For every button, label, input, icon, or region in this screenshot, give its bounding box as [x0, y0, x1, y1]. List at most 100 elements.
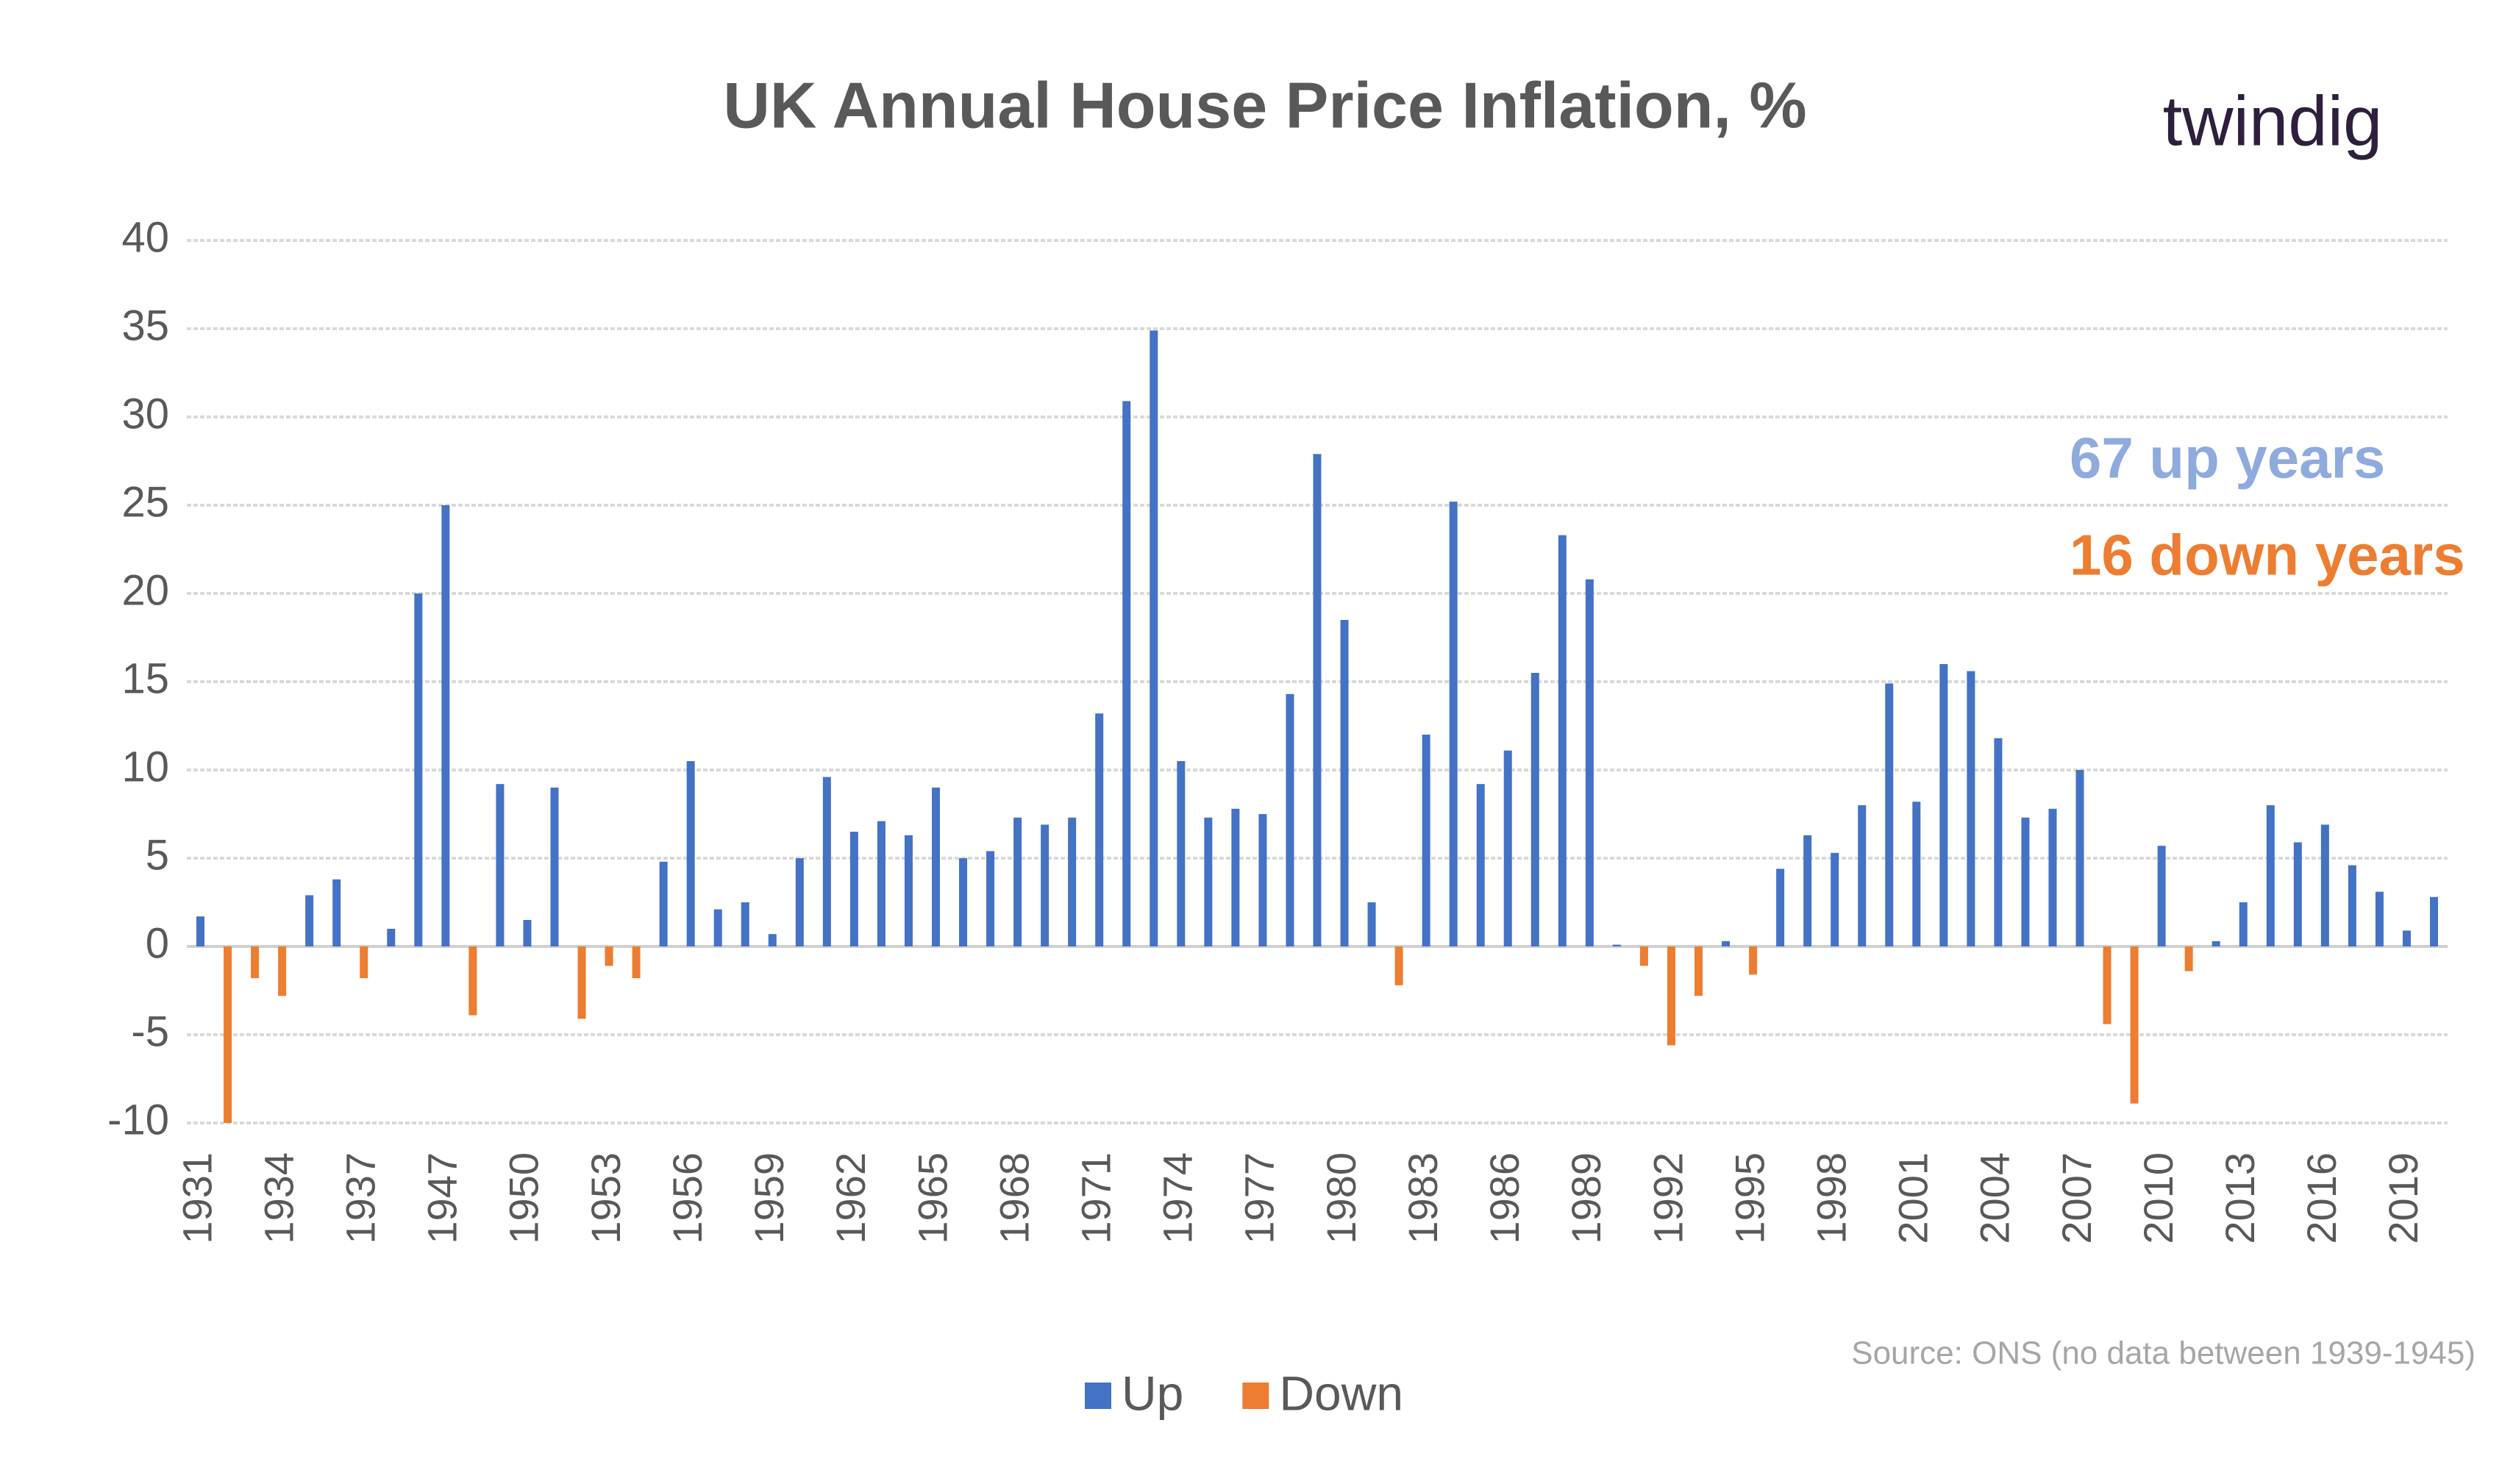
- bar: [849, 832, 858, 946]
- bar: [1912, 802, 1921, 946]
- x-tick-label: 1974: [1155, 1152, 1201, 1244]
- bar: [1939, 664, 1948, 946]
- bar: [523, 920, 532, 946]
- x-tick-label: 1965: [909, 1152, 955, 1244]
- bar: [2402, 930, 2411, 946]
- bar: [1068, 817, 1077, 946]
- bar: [1258, 814, 1267, 946]
- bar: [278, 946, 287, 996]
- x-tick-label: 1971: [1073, 1152, 1119, 1244]
- bar: [2320, 824, 2329, 946]
- bar: [1722, 941, 1731, 946]
- bar: [2348, 865, 2356, 946]
- x-tick-label: 2019: [2380, 1152, 2426, 1244]
- legend-label: Down: [1279, 1366, 1403, 1420]
- bar: [305, 895, 314, 946]
- bar: [1122, 401, 1131, 946]
- bar: [2239, 902, 2248, 946]
- chart-title: UK Annual House Price Inflation, %: [723, 68, 1806, 141]
- bar: [387, 929, 396, 946]
- x-tick-label: 1995: [1726, 1152, 1772, 1244]
- bar: [251, 946, 260, 979]
- bar: [1585, 579, 1594, 946]
- bar: [605, 946, 613, 966]
- bar: [2021, 817, 2030, 946]
- bar: [468, 946, 477, 1016]
- y-tick-label: 0: [146, 919, 169, 967]
- y-tick-label: 35: [121, 302, 169, 349]
- bar: [550, 788, 559, 946]
- x-tick-label: 1977: [1236, 1152, 1283, 1244]
- bar: [2130, 946, 2139, 1104]
- x-tick-label: 1934: [255, 1152, 302, 1244]
- legend-swatch: [1085, 1383, 1111, 1409]
- x-tick-label: 1950: [501, 1152, 547, 1244]
- bar: [632, 946, 641, 979]
- bar: [414, 593, 423, 946]
- bar: [2157, 846, 2166, 946]
- x-tick-label: 1959: [746, 1152, 792, 1244]
- bar: [1013, 817, 1022, 946]
- bar: [795, 858, 804, 946]
- x-tick-label: 1998: [1808, 1152, 1854, 1244]
- bar: [332, 879, 341, 946]
- bar: [713, 909, 722, 946]
- x-tick-label: 2004: [1972, 1152, 2018, 1244]
- bar: [986, 851, 995, 946]
- bar: [1831, 852, 1839, 946]
- y-tick-label: 40: [121, 213, 169, 261]
- bar: [741, 902, 749, 946]
- bar: [1558, 535, 1567, 946]
- bar: [2075, 770, 2084, 946]
- bar: [2429, 896, 2438, 946]
- bar: [2293, 842, 2302, 946]
- bar: [2375, 891, 2384, 946]
- bar: [196, 916, 205, 946]
- bar: [1885, 683, 1894, 946]
- bar: [931, 788, 940, 946]
- bar: [577, 946, 586, 1019]
- bar: [1503, 750, 1512, 946]
- x-tick-label: 1968: [991, 1152, 1037, 1244]
- bar: [2212, 941, 2220, 946]
- x-tick-label: 1983: [1400, 1152, 1446, 1244]
- x-tick-label: 1980: [1318, 1152, 1364, 1244]
- bar: [1367, 902, 1376, 946]
- bar: [441, 505, 450, 946]
- bar: [1858, 805, 1867, 946]
- y-tick-label: 20: [121, 566, 169, 614]
- bar: [496, 784, 505, 946]
- x-tick-label: 2016: [2298, 1152, 2345, 1244]
- bar: [877, 821, 885, 946]
- bar: [959, 858, 968, 946]
- bar: [1422, 735, 1430, 946]
- bar: [1749, 946, 1758, 975]
- bar: [768, 934, 777, 946]
- bar: [1286, 693, 1294, 946]
- bar: [1776, 868, 1785, 946]
- annotation-down: 16 down years: [2070, 523, 2465, 588]
- bar: [2184, 946, 2193, 971]
- x-tick-label: 1956: [664, 1152, 710, 1244]
- y-tick-label: -5: [131, 1007, 169, 1055]
- bar: [224, 946, 232, 1123]
- bar: [1967, 671, 1975, 946]
- source-note: Source: ONS (no data between 1939-1945): [1851, 1335, 2476, 1371]
- bar: [1231, 808, 1240, 946]
- x-tick-label: 1989: [1563, 1152, 1609, 1244]
- legend-swatch: [1242, 1383, 1269, 1409]
- bar: [1095, 713, 1104, 946]
- x-tick-label: 1947: [419, 1152, 466, 1244]
- bar: [904, 835, 913, 946]
- x-tick-label: 1986: [1481, 1152, 1528, 1244]
- bar: [1612, 944, 1621, 946]
- y-tick-label: 15: [121, 654, 169, 702]
- bar: [1204, 817, 1213, 946]
- y-tick-label: 10: [121, 743, 169, 791]
- bar: [1994, 738, 2003, 946]
- bar: [1177, 761, 1186, 946]
- bar: [1041, 824, 1049, 946]
- bar: [686, 761, 695, 946]
- annotation-up: 67 up years: [2070, 426, 2385, 490]
